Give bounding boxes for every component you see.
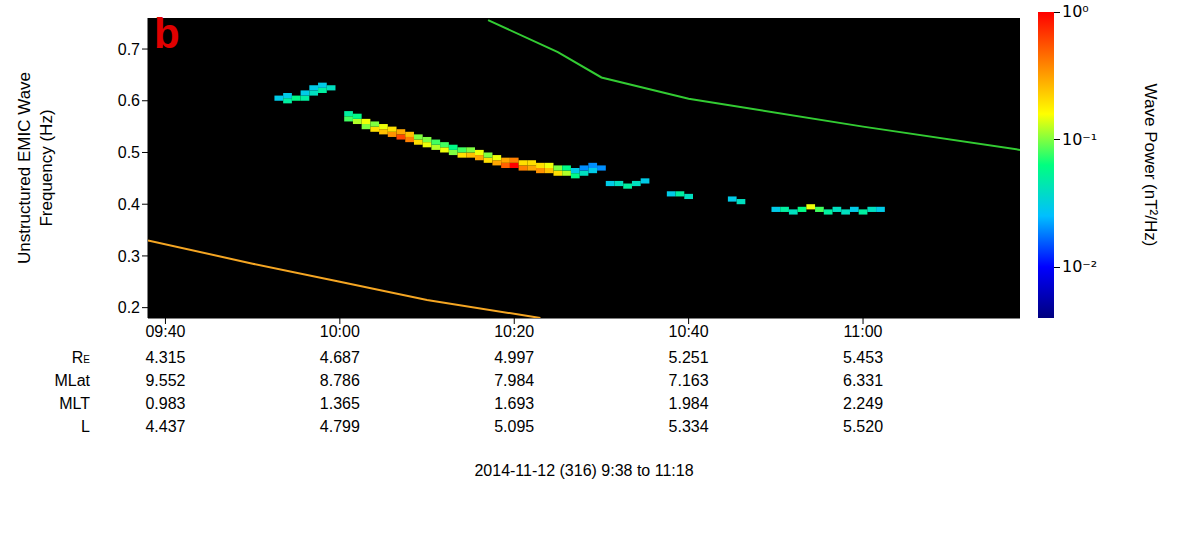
html-text:4.997: 4.997 [494, 349, 535, 366]
svg-text:09:40: 09:40 [145, 323, 185, 340]
svg-text:11:00: 11:00 [844, 323, 883, 340]
html-text:10⁻¹: 10⁻¹ [1062, 129, 1098, 149]
html-text:1.984: 1.984 [668, 395, 709, 412]
svg-text:10:40: 10:40 [669, 323, 709, 340]
svg-text:0.4: 0.4 [118, 196, 140, 213]
html-text:Frequency (Hz): Frequency (Hz) [37, 109, 56, 227]
html-text:4.799: 4.799 [319, 418, 360, 435]
html-text:4.315: 4.315 [145, 349, 186, 366]
html-text:1.365: 1.365 [319, 395, 360, 412]
html-text:4.437: 4.437 [145, 418, 186, 435]
html-text:9.552: 9.552 [145, 372, 186, 389]
html-text:L: L [81, 418, 90, 435]
html-text:MLT: MLT [59, 395, 90, 412]
html-text:8.786: 8.786 [319, 372, 360, 389]
html-text:4.687: 4.687 [319, 349, 360, 366]
html-text:Wave Power (nT²/Hz): Wave Power (nT²/Hz) [1141, 83, 1160, 247]
html-text:5.334: 5.334 [668, 418, 709, 435]
svg-text:0.2: 0.2 [118, 299, 140, 316]
html-text:5.520: 5.520 [843, 418, 883, 435]
html-text:b: b [154, 10, 180, 57]
html-text:10⁰: 10⁰ [1062, 2, 1089, 21]
html-text:6.331: 6.331 [843, 372, 883, 389]
html-text:0.983: 0.983 [145, 395, 186, 412]
html-text:10⁻²: 10⁻² [1062, 257, 1098, 277]
html-text:7.163: 7.163 [668, 372, 709, 389]
html-text:RE: RE [71, 349, 90, 366]
svg-text:0.5: 0.5 [118, 144, 140, 161]
html-text:2014-11-12 (316) 9:38 to 11:18: 2014-11-12 (316) 9:38 to 11:18 [474, 462, 694, 479]
html-text:2.249: 2.249 [843, 395, 883, 412]
html-text:5.095: 5.095 [494, 418, 535, 435]
svg-text:0.7: 0.7 [118, 41, 140, 58]
svg-text:10:00: 10:00 [320, 323, 360, 340]
html-text:5.251: 5.251 [668, 349, 709, 366]
html-text:MLat: MLat [54, 372, 90, 389]
html-text:Unstructured EMIC Wave: Unstructured EMIC Wave [15, 72, 34, 264]
svg-text:10:20: 10:20 [494, 323, 534, 340]
html-text:7.984: 7.984 [494, 372, 535, 389]
html-text:5.453: 5.453 [843, 349, 883, 366]
svg-text:0.3: 0.3 [118, 248, 140, 265]
svg-text:0.6: 0.6 [118, 92, 140, 109]
html-text:1.693: 1.693 [494, 395, 535, 412]
